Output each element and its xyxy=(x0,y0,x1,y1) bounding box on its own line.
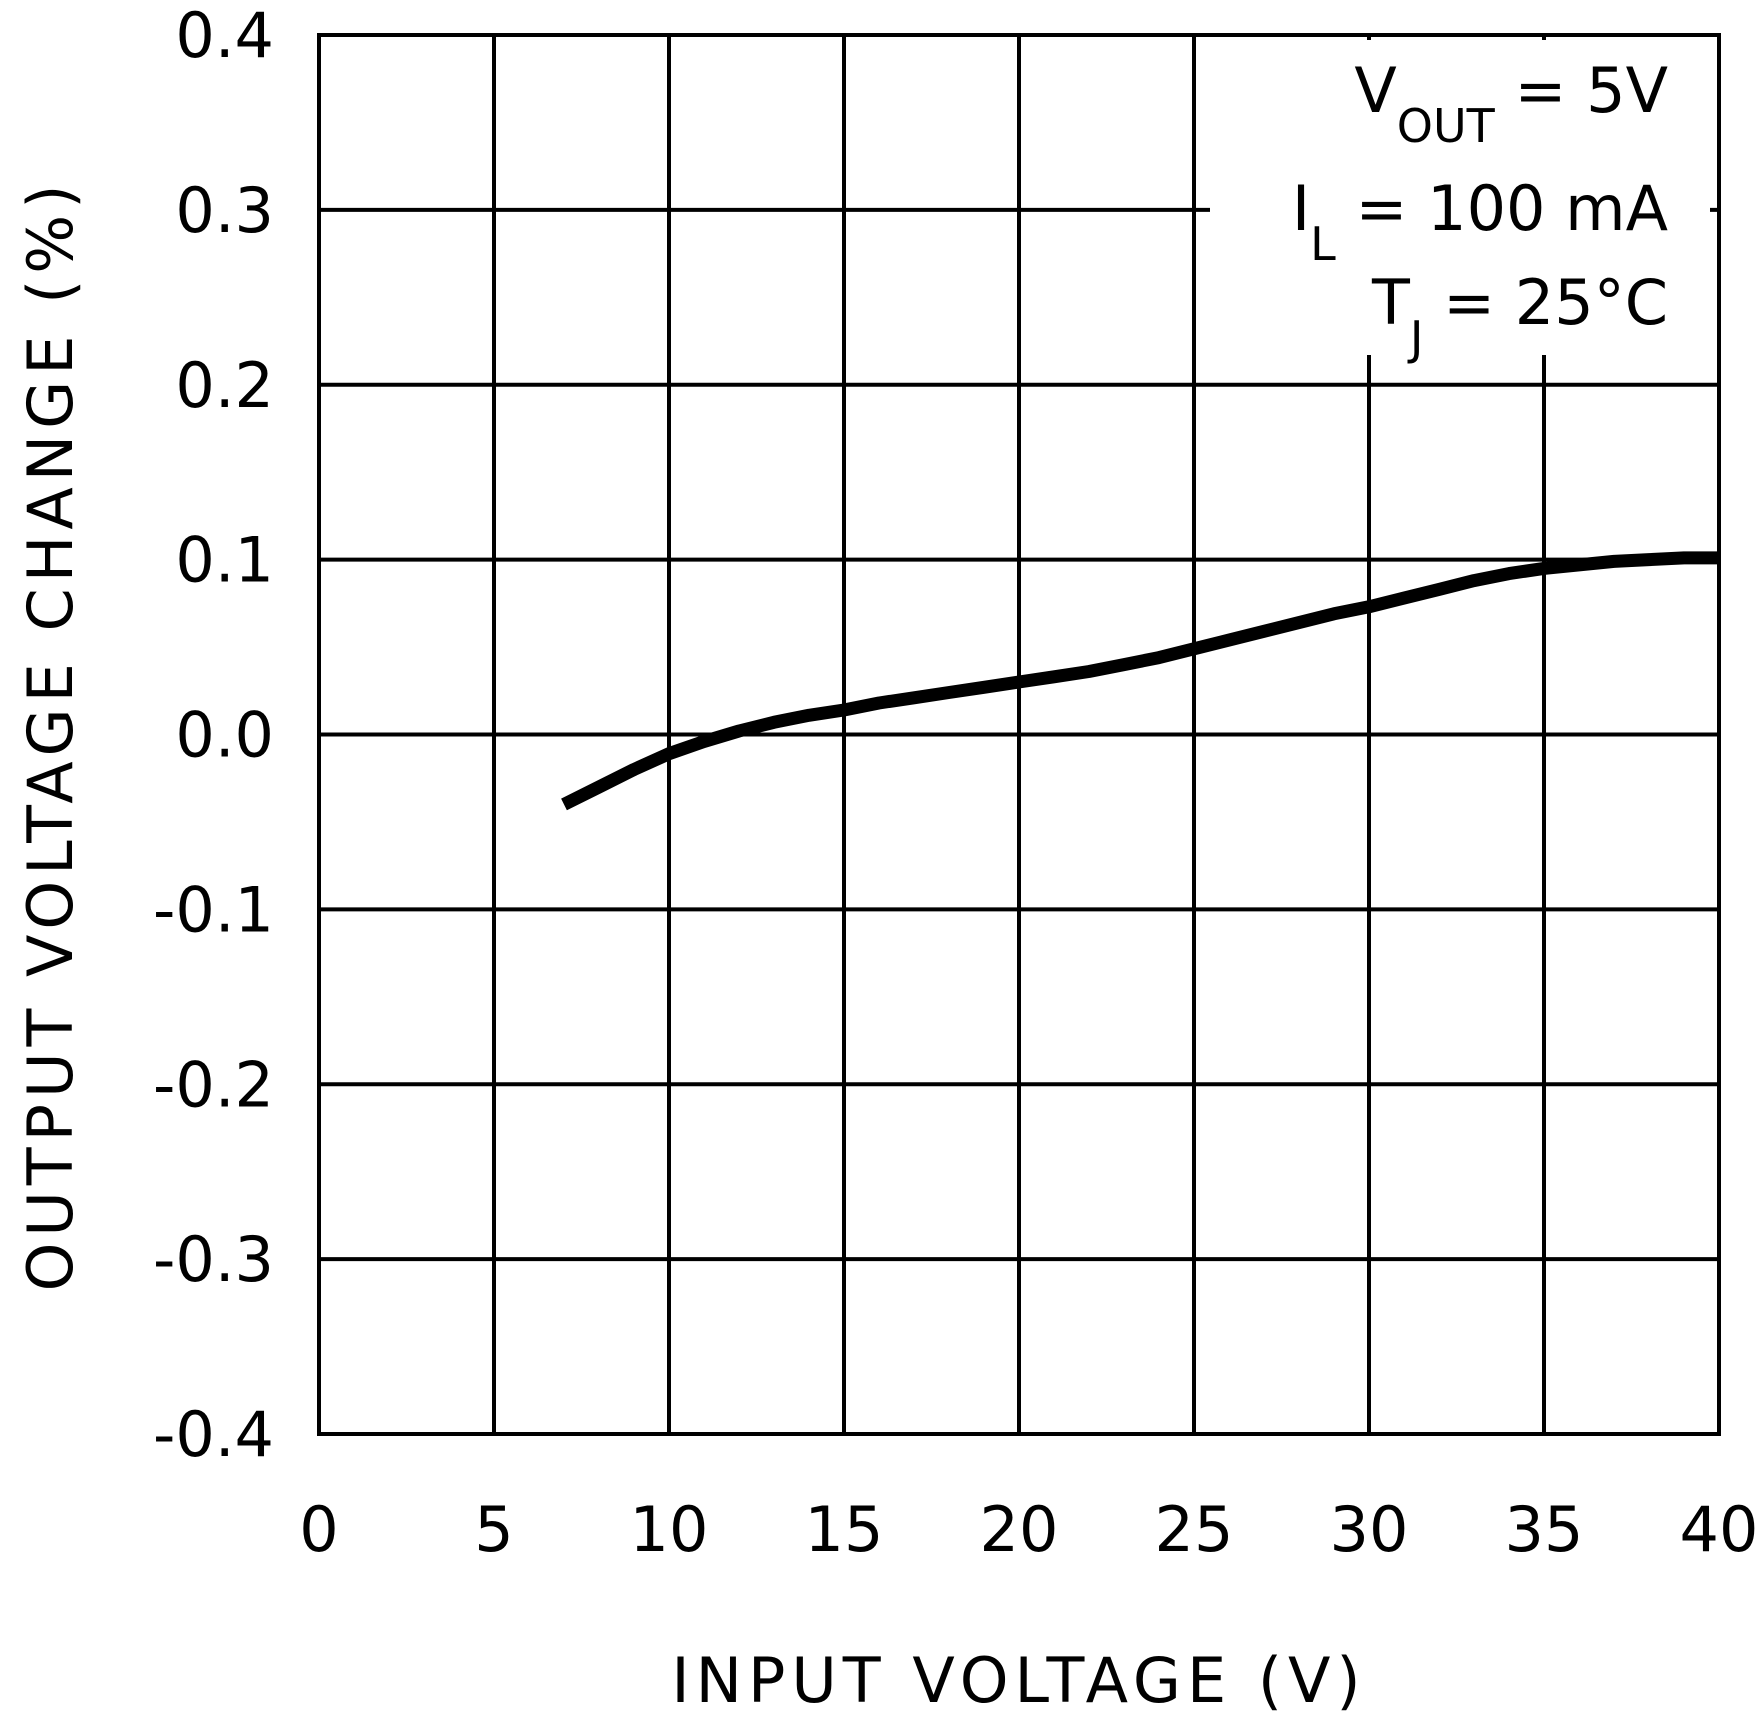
series-layer xyxy=(561,551,1719,811)
annotation-vout-main: V xyxy=(1354,54,1396,127)
annotation-vout: VOUT = 5V xyxy=(1354,54,1668,153)
x-tick-label: 40 xyxy=(1680,1493,1759,1566)
y-tick-label: 0.3 xyxy=(175,174,274,247)
y-tick-label: -0.3 xyxy=(153,1223,274,1296)
annotation-tj-subscript: J xyxy=(1407,311,1424,365)
annotation-tj-main: T xyxy=(1371,266,1411,339)
y-tick-label: -0.2 xyxy=(153,1048,274,1121)
y-tick-labels: 0.4 0.3 0.2 0.1 0.0 -0.1 -0.2 -0.3 -0.4 xyxy=(153,0,274,1471)
annotation-il-main: I xyxy=(1292,172,1310,245)
x-tick-label: 35 xyxy=(1505,1493,1584,1566)
annotation-tj: TJ = 25°C xyxy=(1371,266,1668,365)
annotation-background xyxy=(1210,40,1710,355)
x-tick-label: 15 xyxy=(805,1493,884,1566)
x-tick-label: 20 xyxy=(980,1493,1059,1566)
y-tick-label: 0.0 xyxy=(175,699,274,772)
x-tick-label: 10 xyxy=(630,1493,709,1566)
x-tick-label: 0 xyxy=(299,1493,338,1566)
y-tick-label: 0.4 xyxy=(175,0,274,72)
x-tick-label: 5 xyxy=(474,1493,513,1566)
x-tick-label: 25 xyxy=(1155,1493,1234,1566)
annotation-vout-value: = 5V xyxy=(1495,54,1668,127)
annotation-il-value: = 100 mA xyxy=(1336,172,1668,245)
x-tick-label: 30 xyxy=(1330,1493,1409,1566)
y-tick-label: -0.1 xyxy=(153,873,274,946)
y-axis-label: OUTPUT VOLTAGE CHANGE (%) xyxy=(14,179,87,1292)
annotation-il-subscript: L xyxy=(1310,217,1336,271)
annotation-tj-value: = 25°C xyxy=(1423,266,1668,339)
y-tick-label: -0.4 xyxy=(153,1398,274,1471)
series-line xyxy=(561,551,1719,811)
y-tick-label: 0.2 xyxy=(175,349,274,422)
annotation-vout-subscript: OUT xyxy=(1397,99,1496,153)
x-tick-labels: 0 5 10 15 20 25 30 35 40 xyxy=(299,1493,1758,1566)
plot-frame xyxy=(317,33,1721,1436)
y-tick-label: 0.1 xyxy=(175,524,274,597)
x-axis-label: INPUT VOLTAGE (V) xyxy=(671,1644,1366,1717)
annotation-il: IL = 100 mA xyxy=(1292,172,1668,271)
